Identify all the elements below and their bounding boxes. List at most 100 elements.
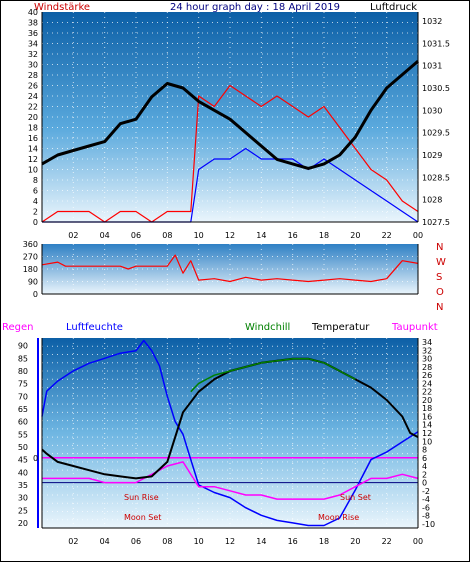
y-left-tick-label: 30	[18, 494, 28, 503]
temperature-humidity-chart: Regen Luftfeuchte Windchill Temperatur T…	[2, 322, 438, 546]
y-left-tick-label: 25	[18, 506, 28, 515]
y-left-tick-label: 55	[18, 430, 28, 439]
legend-temperatur: Temperatur	[311, 322, 370, 333]
right-axis-title: Luftdruck	[370, 2, 417, 13]
y-left-tick-label: 90	[28, 278, 38, 287]
y-right-tick-label: 32	[422, 346, 432, 355]
y-right-tick-label: 14	[422, 421, 432, 430]
x-tick-label: 04	[100, 231, 110, 240]
y-right-tick-label: 16	[422, 412, 432, 421]
y-right-tick-label: -4	[422, 495, 430, 504]
y-left-tick-label: 30	[28, 61, 38, 70]
rain-zero-label: 0	[33, 454, 38, 463]
y-left-tick-label: 26	[28, 82, 38, 91]
x-tick-label: 22	[382, 537, 392, 546]
y-right-tick-label: 1027.5	[422, 218, 450, 227]
y-right-tick-label: -10	[422, 520, 435, 529]
y-right-tick-label: 20	[422, 396, 432, 405]
legend-taupunkt: Taupunkt	[391, 322, 438, 333]
y-right-tick-label: 4	[422, 462, 427, 471]
y-right-tick-label: 18	[422, 404, 432, 413]
sun-set-label: Sun Set	[340, 493, 371, 502]
x-tick-label: 22	[382, 231, 392, 240]
y-left-tick-label: 20	[28, 113, 38, 122]
compass-label: O	[436, 287, 444, 298]
series-group	[41, 254, 419, 283]
compass-label: W	[436, 257, 446, 268]
y-left-tick-label: 45	[18, 456, 28, 465]
x-tick-label: 20	[350, 537, 360, 546]
y-right-tick-label: 1031.5	[422, 39, 450, 48]
series-group	[41, 59, 419, 223]
x-tick-label: 16	[288, 231, 298, 240]
y-left-tick-label: 70	[18, 392, 28, 401]
x-tick-label: 02	[68, 537, 78, 546]
x-tick-label: 10	[194, 231, 204, 240]
y-left-tick-label: 36	[28, 29, 38, 38]
x-tick-label: 12	[225, 231, 235, 240]
x-tick-label: 10	[194, 537, 204, 546]
y-right-tick-label: 0	[422, 479, 427, 488]
x-tick-label: 16	[288, 537, 298, 546]
y-right-tick-label: -6	[422, 503, 430, 512]
compass-label: N	[436, 242, 443, 253]
y-left-tick-label: 180	[23, 265, 38, 274]
y-left-tick-label: 0	[33, 218, 38, 227]
compass-label: S	[436, 272, 442, 283]
series-b-en	[41, 84, 419, 223]
x-ticks: 02 04 06 08 10 12 14 16 18 20 22 00	[68, 231, 423, 240]
y-left-tick-label: 12	[28, 155, 38, 164]
y-right-tick-label: 1029	[422, 151, 442, 160]
y-left-tick-label: 4	[33, 197, 38, 206]
y-right-tick-label: -2	[422, 487, 430, 496]
y-right-tick-label: 1029.5	[422, 129, 450, 138]
y-left-tick-label: 40	[18, 468, 28, 477]
y-left-tick-label: 10	[28, 166, 38, 175]
y-left-tick-label: 65	[18, 405, 28, 414]
y-right-tick-label: 1030	[422, 106, 442, 115]
compass-label: N	[436, 302, 443, 313]
y-right-tick-label: -8	[422, 512, 430, 521]
y-right-tick-label: 1030.5	[422, 84, 450, 93]
legend-regen: Regen	[2, 322, 34, 333]
x-tick-label: 06	[131, 537, 141, 546]
y-left-tick-label: 16	[28, 134, 38, 143]
y-right-tick-label: 34	[422, 338, 432, 347]
y-left-tick-label: 360	[23, 240, 38, 249]
series-taupunkt	[42, 461, 419, 500]
y-left-tick-label: 75	[18, 380, 28, 389]
x-tick-label: 12	[225, 537, 235, 546]
annotations: Sun Rise Sun Set Moon Set Moon Rise	[124, 493, 371, 522]
x-tick-label: 18	[319, 537, 329, 546]
left-y-ticks: 0 90 180 270 360	[23, 240, 38, 299]
x-tick-label: 06	[131, 231, 141, 240]
y-right-tick-label: 22	[422, 388, 432, 397]
y-left-tick-label: 90	[18, 342, 28, 351]
y-left-tick-label: 50	[18, 443, 28, 452]
y-right-tick-label: 6	[422, 454, 427, 463]
y-left-tick-label: 60	[18, 418, 28, 427]
y-left-tick-label: 270	[23, 253, 38, 262]
x-tick-label: 08	[162, 537, 172, 546]
y-left-tick-label: 18	[28, 124, 38, 133]
x-tick-label: 20	[350, 231, 360, 240]
series-windrichtung	[41, 254, 419, 283]
series-wind	[42, 147, 419, 223]
legend-luftfeuchte: Luftfeuchte	[66, 322, 123, 333]
y-right-tick-label: 24	[422, 379, 432, 388]
y-right-tick-label: 1028	[422, 196, 442, 205]
series-temperatur	[41, 357, 419, 480]
left-y-ticks: 20 25 30 35 40 45 50 55 60 65 70 75 80 85 90	[18, 342, 28, 528]
y-left-tick-label: 35	[18, 481, 28, 490]
series-luftfeuchte	[41, 339, 419, 527]
y-right-tick-label: 10	[422, 437, 432, 446]
x-tick-label: 14	[256, 231, 266, 240]
y-right-tick-label: 2	[422, 470, 427, 479]
x-tick-label: 02	[68, 231, 78, 240]
sun-rise-label: Sun Rise	[124, 493, 159, 502]
moon-set-label: Moon Set	[124, 513, 161, 522]
left-axis-title: Windstärke	[34, 2, 90, 13]
